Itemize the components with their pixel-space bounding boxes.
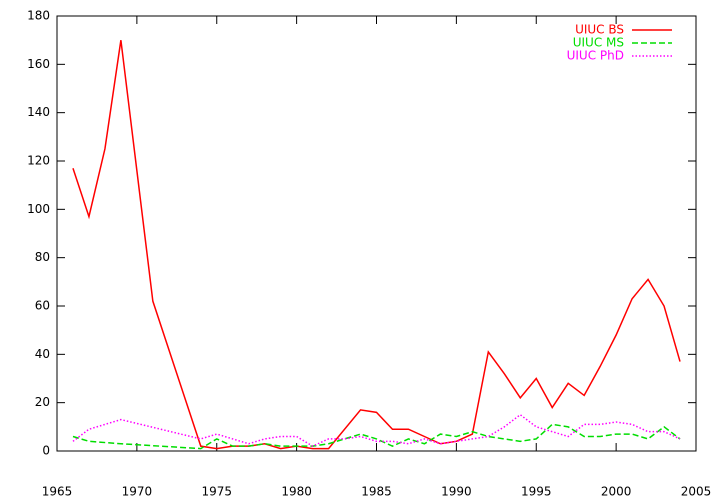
x-tick-label: 1965 [42,485,73,499]
y-tick-label: 80 [35,250,50,264]
x-tick-label: 1975 [201,485,232,499]
y-tick-label: 0 [42,444,50,458]
x-tick-label: 2000 [601,485,632,499]
x-tick-label: 1985 [361,485,392,499]
legend-label: UIUC PhD [567,49,624,63]
y-tick-label: 180 [27,9,50,23]
series-line [72,413,681,448]
y-tick-label: 160 [27,57,50,71]
x-tick-label: 2005 [681,485,712,499]
y-tick-label: 140 [27,105,50,119]
x-tick-label: 1970 [122,485,153,499]
legend-label: UIUC BS [575,23,624,37]
y-tick-label: 40 [35,347,50,361]
x-tick-label: 1990 [441,485,472,499]
x-tick-label: 1980 [281,485,312,499]
x-tick-label: 1995 [521,485,552,499]
series-line [72,423,681,450]
y-tick-label: 20 [35,395,50,409]
series-line [72,40,681,450]
plot-frame [56,15,697,452]
legend-label: UIUC MS [573,36,624,50]
y-tick-label: 60 [35,299,50,313]
y-tick-label: 100 [27,202,50,216]
y-tick-label: 120 [27,154,50,168]
